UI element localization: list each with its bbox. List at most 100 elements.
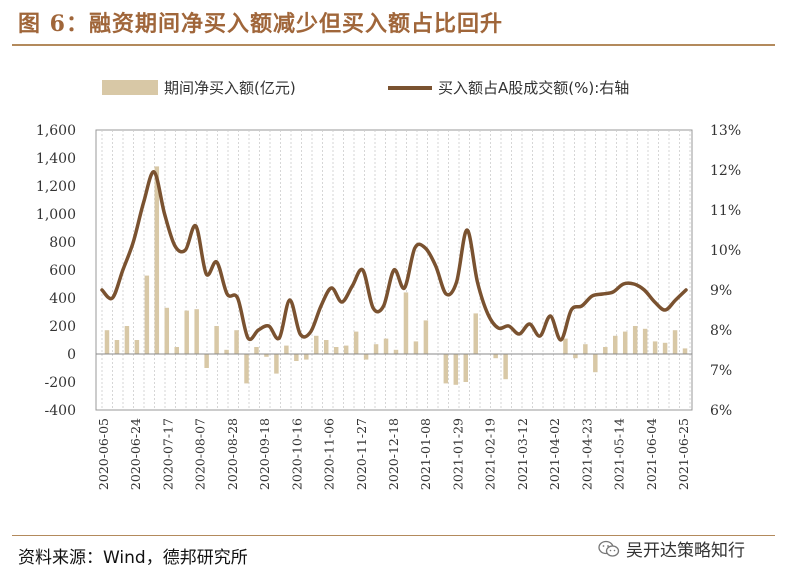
bar — [573, 354, 578, 359]
left-tick-label: 400 — [49, 291, 76, 307]
bar — [453, 354, 459, 385]
bar — [134, 340, 140, 354]
bar — [503, 354, 508, 380]
bar — [662, 342, 668, 354]
chart-canvas: 期间净买入额(亿元) 买入额占A股成交额(%):右轴 -400 -200 0 200 4… — [36, 79, 741, 490]
right-tick-label: 7% — [710, 363, 732, 379]
bar-series — [104, 166, 688, 385]
right-tick-label: 11% — [710, 203, 741, 219]
bar — [194, 309, 199, 354]
bar — [144, 275, 150, 354]
bar — [413, 341, 419, 354]
bar — [583, 344, 588, 354]
bar — [593, 354, 598, 373]
bar — [304, 354, 309, 360]
bar — [244, 354, 249, 384]
x-axis: 2020-06-05 2020-06-24 2020-07-17 2020-08-07… — [96, 418, 691, 490]
bar — [393, 349, 399, 354]
bar — [383, 338, 389, 354]
left-tick-label: 200 — [49, 319, 76, 335]
legend-line-label: 买入额占A股成交额(%):右轴 — [438, 79, 629, 97]
bar — [622, 331, 628, 354]
x-tick-label: 2021-04-02 — [547, 418, 562, 490]
x-tick-label: 2021-03-12 — [515, 418, 530, 490]
bar — [682, 348, 688, 354]
bar — [314, 335, 319, 354]
x-tick-label: 2021-02-19 — [483, 418, 498, 490]
right-tick-label: 6% — [710, 403, 732, 419]
right-tick-label: 10% — [710, 243, 741, 259]
left-tick-label: -400 — [45, 403, 76, 419]
bar — [214, 326, 219, 354]
x-tick-label: 2021-06-04 — [644, 418, 659, 490]
right-tick-label: 13% — [710, 123, 741, 139]
chart-title: 图 6：融资期间净买入额减少但买入额占比回升 — [18, 11, 503, 37]
x-tick-label: 2021-01-08 — [418, 418, 433, 490]
left-tick-label: 0 — [67, 347, 76, 363]
title-divider — [12, 44, 775, 46]
left-tick-label: 1,000 — [36, 207, 76, 223]
left-axis: -400 -200 0 200 400 600 800 1,000 1,200 1,400 1,60… — [36, 123, 76, 419]
bar — [423, 320, 429, 354]
bar — [154, 166, 160, 354]
watermark-text: 吴开达策略知行 — [626, 541, 745, 561]
bar — [473, 313, 478, 354]
bar — [463, 354, 469, 382]
bar — [274, 354, 279, 374]
bar — [204, 354, 209, 368]
bar — [373, 344, 379, 354]
x-tick-label: 2020-11-06 — [322, 418, 337, 490]
right-axis: 6% 7% 8% 9% 10% 11% 12% 13% — [710, 123, 741, 419]
bar — [632, 326, 638, 354]
bar — [294, 354, 299, 361]
bar — [363, 354, 369, 360]
footer-divider — [12, 535, 775, 536]
x-tick-label: 2021-01-29 — [450, 418, 465, 490]
x-tick-label: 2020-08-07 — [193, 418, 208, 490]
right-tick-label: 9% — [710, 283, 732, 299]
bar — [124, 326, 130, 354]
legend: 期间净买入额(亿元) 买入额占A股成交额(%):右轴 — [102, 79, 629, 97]
bar — [563, 338, 568, 354]
x-tick-label: 2021-04-23 — [579, 418, 594, 490]
right-tick-label: 12% — [710, 163, 741, 179]
x-tick-label: 2021-05-14 — [612, 418, 627, 490]
bar — [493, 354, 498, 359]
bar — [104, 330, 110, 354]
x-tick-label: 2021-06-25 — [676, 418, 691, 490]
left-tick-label: 1,600 — [36, 123, 76, 139]
x-tick-label: 2020-12-18 — [386, 418, 401, 490]
bar — [613, 335, 618, 354]
bar — [234, 330, 239, 354]
bar — [333, 347, 339, 354]
bar — [603, 347, 608, 354]
bar — [224, 349, 229, 354]
left-tick-label: 600 — [49, 263, 76, 279]
bar — [443, 354, 449, 384]
left-tick-label: 800 — [49, 235, 76, 251]
bar — [184, 310, 189, 354]
left-tick-label: 1,200 — [36, 179, 76, 195]
bar — [343, 345, 349, 354]
line-series — [100, 170, 688, 342]
x-tick-label: 2020-06-24 — [128, 418, 143, 490]
bar — [164, 307, 170, 354]
source-note: 资料来源：Wind，德邦研究所 — [18, 548, 248, 568]
bar — [284, 345, 289, 354]
bar — [323, 340, 329, 354]
plot-frame — [95, 129, 693, 411]
x-tick-label: 2020-10-16 — [289, 418, 304, 490]
bar — [642, 328, 648, 354]
wechat-icon — [598, 540, 620, 557]
bar — [652, 341, 658, 354]
left-tick-label: -200 — [45, 375, 76, 391]
left-tick-label: 1,400 — [36, 151, 76, 167]
right-tick-label: 8% — [710, 323, 732, 339]
x-tick-label: 2020-08-28 — [225, 418, 240, 490]
bar — [353, 331, 359, 354]
x-tick-label: 2020-07-17 — [160, 418, 175, 490]
bar — [174, 347, 179, 354]
bar — [264, 354, 269, 357]
bar — [114, 340, 120, 354]
bar — [254, 347, 259, 354]
